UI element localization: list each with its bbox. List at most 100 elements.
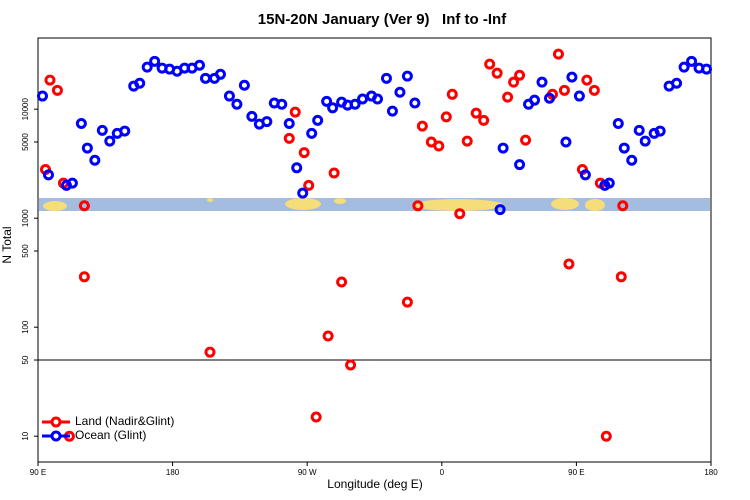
data-point	[536, 76, 548, 88]
data-point	[214, 68, 226, 80]
chart-title: 15N-20N January (Ver 9) Inf to -Inf	[258, 11, 507, 28]
data-point	[573, 90, 585, 102]
data-point	[141, 61, 153, 73]
data-point	[51, 84, 63, 96]
data-point	[303, 179, 315, 191]
data-point	[600, 430, 612, 442]
data-point	[502, 91, 514, 103]
y-tick-label: 1000	[21, 209, 30, 227]
x-tick-label: 180	[166, 468, 180, 477]
data-point	[283, 132, 295, 144]
data-point	[520, 134, 532, 146]
data-point	[470, 107, 482, 119]
data-point	[617, 200, 629, 212]
data-point	[409, 97, 421, 109]
data-point	[401, 70, 413, 82]
y-tick-label: 5000	[21, 133, 30, 151]
data-point	[349, 98, 361, 110]
data-point	[75, 117, 87, 129]
data-point	[78, 200, 90, 212]
x-tick-label: 90 W	[298, 468, 317, 477]
y-axis-label: N Total	[0, 226, 14, 263]
data-point	[654, 125, 666, 137]
data-point	[560, 136, 572, 148]
data-point	[514, 69, 526, 81]
data-point	[44, 74, 56, 86]
legend-label: Ocean (Glint)	[75, 428, 146, 442]
data-point	[440, 111, 452, 123]
data-point	[289, 106, 301, 118]
data-point	[104, 135, 116, 147]
x-tick-label: 180	[704, 468, 718, 477]
data-point	[297, 187, 309, 199]
data-point	[633, 124, 645, 136]
y-tick-label: 50	[21, 355, 30, 364]
data-point	[134, 77, 146, 89]
x-tick-label: 0	[440, 468, 445, 477]
data-point	[543, 92, 555, 104]
data-point	[81, 142, 93, 154]
map-strip	[39, 198, 710, 211]
data-point	[380, 72, 392, 84]
data-point	[401, 296, 413, 308]
data-point	[322, 330, 334, 342]
x-axis-label: Longitude (deg E)	[327, 477, 422, 491]
data-point	[484, 58, 496, 70]
data-point	[345, 359, 357, 371]
data-point	[508, 76, 520, 88]
data-point	[494, 204, 506, 216]
data-point	[588, 84, 600, 96]
data-point	[454, 208, 466, 220]
data-point	[310, 411, 322, 423]
data-point	[618, 142, 630, 154]
data-point	[671, 77, 683, 89]
data-point	[283, 117, 295, 129]
data-point	[42, 169, 54, 181]
data-point	[261, 116, 273, 128]
data-point	[328, 167, 340, 179]
data-point	[66, 177, 78, 189]
data-point	[200, 72, 212, 84]
data-point	[223, 90, 235, 102]
data-point	[491, 67, 503, 79]
data-point	[558, 84, 570, 96]
data-point	[497, 142, 509, 154]
data-point	[371, 93, 383, 105]
data-point	[312, 114, 324, 126]
data-point	[298, 147, 310, 159]
data-point	[194, 59, 206, 71]
data-point	[231, 98, 243, 110]
data-point	[149, 55, 161, 67]
legend-label: Land (Nadir&Glint)	[75, 414, 174, 428]
data-point	[552, 48, 564, 60]
data-point	[446, 88, 458, 100]
data-point	[357, 93, 369, 105]
data-point	[581, 74, 593, 86]
data-point	[416, 120, 428, 132]
legend-marker	[50, 430, 62, 442]
data-point	[529, 94, 541, 106]
data-point	[603, 177, 615, 189]
data-point	[204, 346, 216, 358]
data-point	[96, 124, 108, 136]
data-point	[386, 105, 398, 117]
y-tick-label: 10	[21, 431, 30, 440]
data-point	[412, 200, 424, 212]
data-point	[461, 135, 473, 147]
data-point	[579, 169, 591, 181]
data-point	[626, 154, 638, 166]
data-point	[678, 61, 690, 73]
data-point	[701, 63, 713, 75]
plot-frame	[37, 37, 712, 463]
x-tick-label: 90 E	[30, 468, 46, 477]
data-point	[321, 95, 333, 107]
x-tick-label: 90 E	[568, 468, 584, 477]
data-point	[639, 135, 651, 147]
data-point	[563, 258, 575, 270]
data-point	[615, 271, 627, 283]
data-point	[291, 162, 303, 174]
data-point	[336, 276, 348, 288]
data-point	[238, 79, 250, 91]
y-tick-label: 10000	[21, 98, 30, 121]
